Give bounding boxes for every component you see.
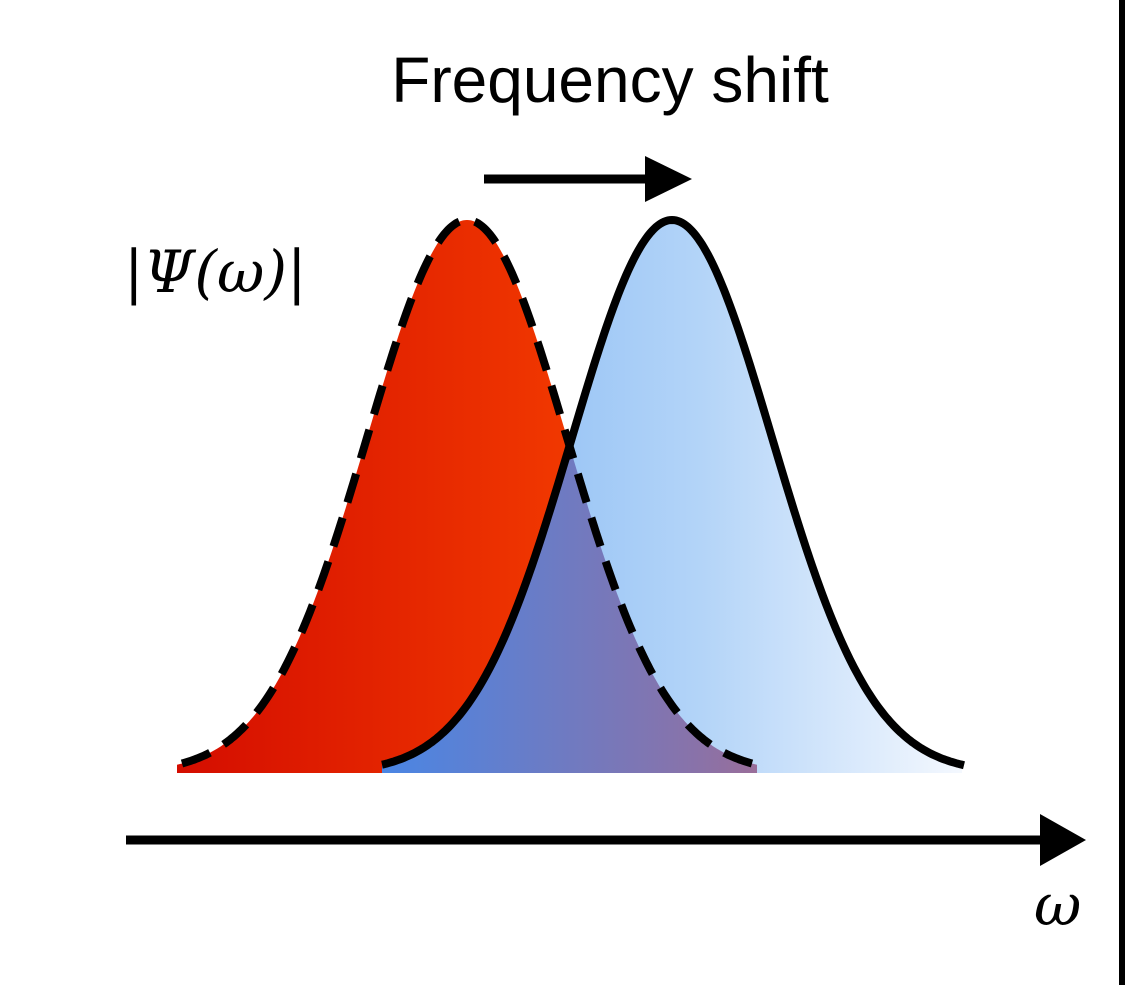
diagram-title: Frequency shift [391,44,829,116]
x-axis-label: ω [1034,871,1081,939]
frame-border [1119,0,1125,985]
shifted-pulse-curve [381,215,965,770]
shift-arrow [484,156,692,202]
x-axis-arrow [126,814,1086,866]
y-axis-label: |Ψ(ω)| [124,238,307,306]
